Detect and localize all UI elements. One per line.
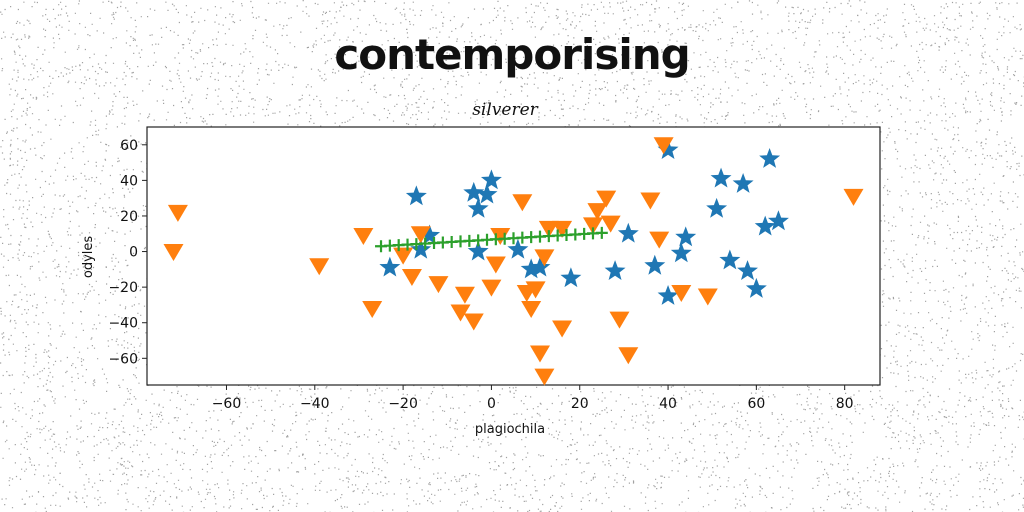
- data-point-triangle: [529, 345, 550, 363]
- y-tick-label: 40: [120, 173, 138, 189]
- data-point-triangle: [843, 188, 864, 206]
- data-point-star: [732, 172, 754, 193]
- axes-subtitle: silverer: [472, 100, 538, 120]
- data-point-star: [706, 197, 728, 218]
- data-point-star: [410, 238, 432, 259]
- data-point-triangle: [525, 281, 546, 299]
- data-point-star: [675, 226, 697, 247]
- y-tick-label: 0: [129, 245, 138, 261]
- data-point-triangle: [410, 226, 431, 244]
- data-point-triangle: [481, 279, 502, 297]
- data-point-triangle: [582, 217, 603, 235]
- x-axis-label: plagiochila: [475, 422, 545, 437]
- y-axis-label: odyles: [81, 236, 96, 279]
- y-tick-label: −60: [108, 351, 138, 367]
- data-point-star: [754, 215, 776, 236]
- data-point-triangle: [309, 258, 330, 276]
- data-point-triangle: [167, 204, 188, 222]
- data-point-triangle: [512, 194, 533, 212]
- data-point-triangle: [587, 203, 608, 221]
- data-point-star: [719, 249, 741, 270]
- x-tick-label: −40: [300, 396, 330, 412]
- data-point-triangle: [521, 300, 542, 318]
- y-tick-label: 60: [120, 138, 138, 154]
- data-point-star: [745, 277, 767, 298]
- axis-ticks: −60 −40 −20 0 20 40 60 80 −60 −40 −20 0 20 40 60: [108, 138, 853, 412]
- data-marks: [163, 137, 864, 386]
- y-tick-label: −40: [108, 316, 138, 332]
- data-point-triangle: [428, 276, 449, 294]
- data-point-triangle: [393, 247, 414, 265]
- data-point-star: [379, 256, 401, 277]
- x-tick-label: −20: [388, 396, 418, 412]
- data-point-star: [507, 238, 529, 259]
- data-point-triangle: [450, 304, 471, 322]
- data-point-star: [405, 185, 427, 206]
- data-point-star: [463, 181, 485, 202]
- data-point-star: [476, 183, 498, 204]
- data-point-star: [480, 169, 502, 190]
- data-point-star: [617, 222, 639, 243]
- data-point-triangle: [600, 215, 621, 233]
- data-point-triangle: [618, 347, 639, 365]
- x-tick-label: 0: [487, 396, 496, 412]
- data-point-triangle: [653, 137, 674, 155]
- data-point-star: [737, 260, 758, 281]
- data-point-triangle: [649, 231, 670, 249]
- figure-title: contemporising: [334, 30, 690, 79]
- data-point-triangle: [552, 220, 573, 238]
- data-point-star: [520, 258, 542, 279]
- series-star: [379, 139, 789, 305]
- data-point-star: [767, 210, 789, 231]
- data-point-triangle: [163, 244, 184, 262]
- data-point-triangle: [534, 368, 555, 386]
- data-point-triangle: [353, 228, 374, 246]
- data-point-triangle: [538, 220, 559, 238]
- data-point-star: [560, 267, 582, 288]
- data-point-triangle: [534, 249, 555, 267]
- data-point-triangle: [454, 286, 475, 304]
- data-point-star: [657, 139, 679, 160]
- data-point-triangle: [596, 190, 617, 208]
- x-tick-label: 20: [571, 396, 589, 412]
- x-tick-label: 40: [659, 396, 677, 412]
- data-point-plus: [595, 226, 608, 239]
- data-point-triangle: [485, 256, 506, 274]
- data-point-star: [604, 260, 626, 281]
- data-point-star: [529, 256, 551, 277]
- data-point-triangle: [401, 268, 422, 286]
- series-plus: [375, 226, 608, 253]
- series-triangle_down: [163, 137, 864, 386]
- data-point-star: [467, 240, 489, 261]
- x-tick-label: 80: [836, 396, 854, 412]
- data-point-triangle: [671, 284, 692, 302]
- data-point-star: [759, 148, 781, 168]
- x-tick-label: −60: [212, 396, 242, 412]
- data-point-triangle: [609, 311, 630, 329]
- data-point-triangle: [552, 320, 573, 338]
- data-point-triangle: [697, 288, 718, 306]
- data-point-star: [710, 167, 732, 188]
- data-point-star: [467, 197, 489, 218]
- data-point-star: [419, 224, 441, 245]
- y-tick-label: −20: [108, 280, 138, 296]
- x-tick-label: 60: [747, 396, 765, 412]
- data-point-triangle: [362, 300, 383, 318]
- data-point-triangle: [640, 192, 661, 210]
- y-tick-label: 20: [120, 209, 138, 225]
- data-point-star: [657, 285, 679, 305]
- data-point-star: [644, 254, 666, 275]
- data-point-triangle: [463, 313, 484, 331]
- data-point-star: [670, 242, 692, 263]
- data-point-triangle: [490, 228, 511, 246]
